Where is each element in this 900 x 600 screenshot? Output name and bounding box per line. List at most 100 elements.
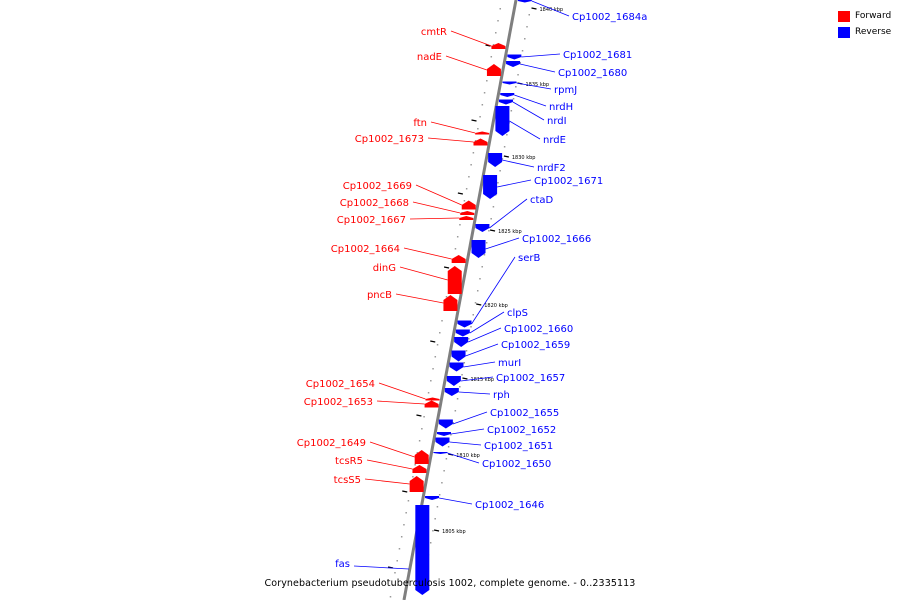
position-dot xyxy=(427,392,430,394)
position-dot xyxy=(400,536,403,538)
gene-label-cmtr: cmtR xyxy=(421,27,447,38)
gene-label-cp1002-1671: Cp1002_1671 xyxy=(534,176,603,187)
scale-tick-mark xyxy=(485,44,491,47)
position-dot xyxy=(474,302,477,304)
position-dot xyxy=(429,542,432,544)
position-dot xyxy=(439,332,441,334)
leader-line xyxy=(509,120,541,140)
position-dot xyxy=(517,74,519,76)
legend-label-forward: Forward xyxy=(855,11,892,21)
gene-cp1002-1657 xyxy=(446,376,461,386)
scale-tick-label: 1810 kbp xyxy=(456,453,480,459)
leader-line xyxy=(514,94,547,107)
scale-tick-mark xyxy=(402,490,408,493)
leader-line xyxy=(489,198,528,229)
position-dot xyxy=(434,518,436,520)
position-dot xyxy=(416,452,419,454)
position-dot xyxy=(461,374,463,376)
position-dot xyxy=(490,218,492,220)
position-dot xyxy=(470,326,472,328)
leader-line xyxy=(469,311,505,334)
gene-cp1002-1651 xyxy=(435,437,450,447)
gene-ftn xyxy=(475,131,490,135)
position-dot xyxy=(463,200,466,202)
gene-cp1002-1667 xyxy=(459,216,474,220)
scale-tick-mark xyxy=(430,340,436,343)
position-dot xyxy=(430,380,432,382)
position-dot xyxy=(481,266,483,268)
scale-tick-mark xyxy=(489,229,496,232)
position-dot xyxy=(432,530,434,532)
gene-label-tcsr5: tcsR5 xyxy=(335,456,363,467)
gene-label-ctad: ctaD xyxy=(530,195,554,206)
position-dot xyxy=(463,362,466,364)
position-dot xyxy=(472,314,475,316)
leader-line xyxy=(364,478,410,485)
position-dot xyxy=(470,164,472,166)
position-dot xyxy=(526,26,528,28)
position-dot xyxy=(421,428,423,430)
backbone-line xyxy=(402,0,518,600)
genome-backbone xyxy=(402,0,518,600)
leader-line xyxy=(376,400,425,405)
gene-cp1002-1680 xyxy=(506,61,521,67)
gene-label-cp1002-1673: Cp1002_1673 xyxy=(355,134,424,145)
scale-tick-label: 1825 kbp xyxy=(498,229,522,235)
scale-tick-mark xyxy=(433,529,440,532)
position-dot xyxy=(403,524,405,526)
gene-label-cp1002-1667: Cp1002_1667 xyxy=(337,215,406,226)
gene-label-tcss5: tcsS5 xyxy=(334,475,361,486)
gene-label-cp1002-1650: Cp1002_1650 xyxy=(482,459,551,470)
gene-label-rpmj: rpmJ xyxy=(554,85,577,96)
gene-label-cp1002-1652: Cp1002_1652 xyxy=(487,425,556,436)
position-dot xyxy=(497,20,499,22)
map-caption: Corynebacterium pseudotuberculosis 1002,… xyxy=(264,578,636,589)
position-dot xyxy=(447,446,450,448)
legend-item-reverse: Reverse xyxy=(838,25,891,39)
position-dot xyxy=(528,14,531,16)
gene-cp1002-1669 xyxy=(461,200,476,210)
position-dot xyxy=(474,140,477,142)
gene-label-nade: nadE xyxy=(417,52,442,63)
scale-tick-label: 1835 kbp xyxy=(526,82,550,88)
position-dots xyxy=(389,8,531,598)
position-dot xyxy=(468,176,470,178)
position-dot xyxy=(468,338,470,340)
position-dot xyxy=(479,116,481,118)
scale-tick-label: 1815 kbp xyxy=(470,377,494,383)
gene-nade xyxy=(486,64,501,76)
legend-label-reverse: Reverse xyxy=(855,27,892,37)
leader-line xyxy=(458,391,491,395)
scale-tick-label: 1830 kbp xyxy=(512,155,536,161)
leader-line xyxy=(369,441,415,458)
position-dot xyxy=(454,248,457,250)
gene-cp1002-1671 xyxy=(483,175,498,199)
position-dot xyxy=(472,152,475,154)
gene-tcsr5 xyxy=(412,465,427,473)
gene-fas xyxy=(415,505,430,595)
leader-line xyxy=(395,293,444,304)
position-dot xyxy=(391,584,394,586)
position-dot xyxy=(454,410,457,412)
gene-cp1002-1666 xyxy=(471,240,486,258)
position-dot xyxy=(398,548,401,550)
gene-label-cp1002-1664: Cp1002_1664 xyxy=(331,244,400,255)
gene-pncb xyxy=(443,295,458,311)
gene-cp1002-1681 xyxy=(507,54,522,60)
gene-cp1002-1655 xyxy=(438,419,453,429)
scale-ticks: 1840 kbp 1835 kbp 1830 kbp 1825 kbp 1820 kbp… xyxy=(387,7,563,569)
position-dot xyxy=(506,134,508,136)
position-dot xyxy=(488,230,490,232)
scale-tick-label: 1805 kbp xyxy=(442,529,466,535)
position-dot xyxy=(465,188,468,190)
gene-label-ftn: ftn xyxy=(413,118,427,129)
leader-line xyxy=(403,247,452,260)
position-dot xyxy=(479,278,481,280)
gene-label-pncb: pncB xyxy=(367,290,392,301)
gene-nrdi xyxy=(498,99,513,105)
gene-label-muri: murI xyxy=(498,358,521,369)
gene-ctad xyxy=(475,224,490,232)
position-dot xyxy=(389,596,392,598)
gene-label-ding: dinG xyxy=(373,263,396,274)
